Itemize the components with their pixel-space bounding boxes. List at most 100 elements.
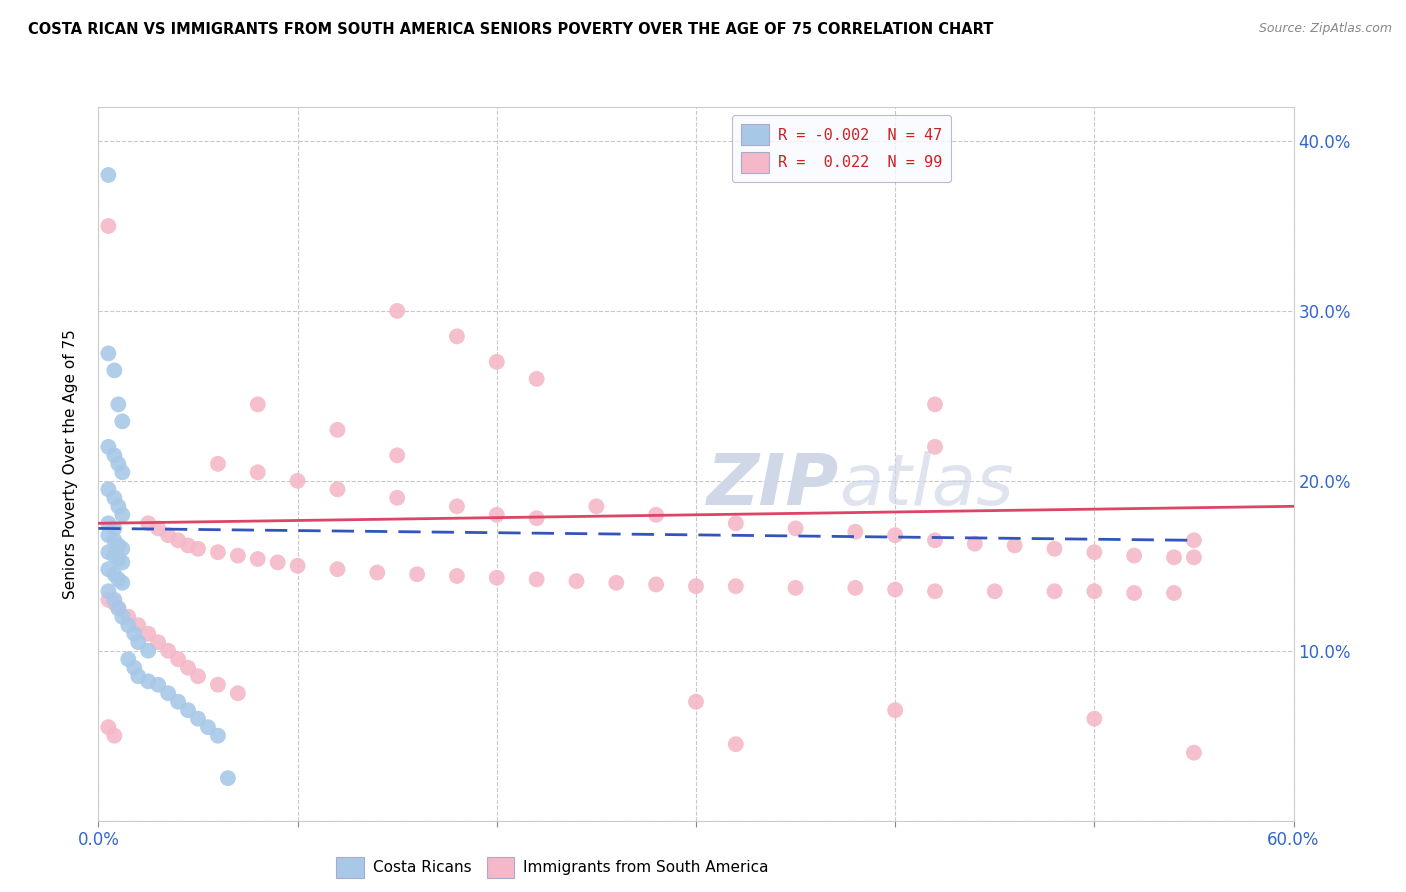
Point — [127, 618, 149, 632]
Point — [107, 601, 129, 615]
Point — [127, 669, 149, 683]
Point — [107, 457, 129, 471]
Point — [177, 661, 200, 675]
Point — [117, 618, 139, 632]
Point — [136, 644, 159, 658]
Point — [446, 500, 468, 514]
Point — [111, 575, 134, 590]
Point — [267, 555, 290, 569]
Point — [1043, 541, 1066, 556]
Point — [167, 652, 190, 666]
Point — [884, 582, 907, 597]
Point — [97, 346, 120, 360]
Point — [157, 644, 180, 658]
Point — [103, 549, 125, 563]
Point — [97, 562, 120, 576]
Point — [1182, 746, 1205, 760]
Point — [485, 508, 508, 522]
Point — [124, 661, 146, 675]
Point — [103, 448, 125, 462]
Point — [103, 596, 125, 610]
Point — [97, 168, 120, 182]
Point — [111, 609, 134, 624]
Point — [844, 581, 866, 595]
Point — [1083, 545, 1105, 559]
Point — [984, 584, 1007, 599]
Point — [157, 686, 180, 700]
Point — [924, 397, 946, 411]
Point — [585, 500, 607, 514]
Point — [724, 579, 747, 593]
Text: ZIP: ZIP — [707, 450, 839, 520]
Point — [124, 626, 146, 640]
Point — [103, 363, 125, 377]
Point — [724, 516, 747, 531]
Point — [177, 703, 200, 717]
Point — [97, 584, 120, 599]
Point — [924, 533, 946, 548]
Text: atlas: atlas — [839, 450, 1014, 520]
Point — [97, 219, 120, 233]
Point — [167, 695, 190, 709]
Point — [385, 304, 409, 318]
Point — [97, 440, 120, 454]
Text: Source: ZipAtlas.com: Source: ZipAtlas.com — [1258, 22, 1392, 36]
Point — [207, 457, 229, 471]
Point — [107, 397, 129, 411]
Point — [103, 491, 125, 505]
Point — [148, 678, 170, 692]
Point — [1004, 538, 1026, 552]
Point — [217, 771, 239, 785]
Point — [97, 528, 120, 542]
Point — [605, 575, 627, 590]
Point — [136, 626, 159, 640]
Point — [136, 516, 159, 531]
Point — [963, 537, 986, 551]
Point — [207, 678, 229, 692]
Point — [485, 355, 508, 369]
Point — [107, 500, 129, 514]
Point — [924, 440, 946, 454]
Point — [385, 491, 409, 505]
Point — [1043, 584, 1066, 599]
Point — [685, 695, 707, 709]
Point — [167, 533, 190, 548]
Point — [526, 372, 548, 386]
Point — [226, 686, 249, 700]
Point — [226, 549, 249, 563]
Point — [326, 562, 349, 576]
Point — [107, 573, 129, 587]
Point — [127, 635, 149, 649]
Point — [326, 483, 349, 497]
Point — [111, 541, 134, 556]
Point — [246, 397, 269, 411]
Point — [157, 528, 180, 542]
Point — [1182, 533, 1205, 548]
Point — [565, 574, 588, 588]
Point — [103, 567, 125, 582]
Point — [107, 552, 129, 566]
Point — [287, 474, 309, 488]
Point — [1163, 586, 1185, 600]
Point — [148, 635, 170, 649]
Point — [97, 483, 120, 497]
Point — [924, 584, 946, 599]
Point — [187, 541, 209, 556]
Point — [385, 448, 409, 462]
Point — [177, 538, 200, 552]
Point — [246, 552, 269, 566]
Point — [406, 567, 429, 582]
Point — [287, 558, 309, 573]
Point — [446, 569, 468, 583]
Point — [111, 466, 134, 480]
Point — [1083, 584, 1105, 599]
Point — [111, 508, 134, 522]
Point — [187, 669, 209, 683]
Point — [1123, 549, 1146, 563]
Point — [148, 521, 170, 535]
Point — [526, 511, 548, 525]
Point — [884, 703, 907, 717]
Point — [187, 712, 209, 726]
Point — [97, 516, 120, 531]
Point — [103, 729, 125, 743]
